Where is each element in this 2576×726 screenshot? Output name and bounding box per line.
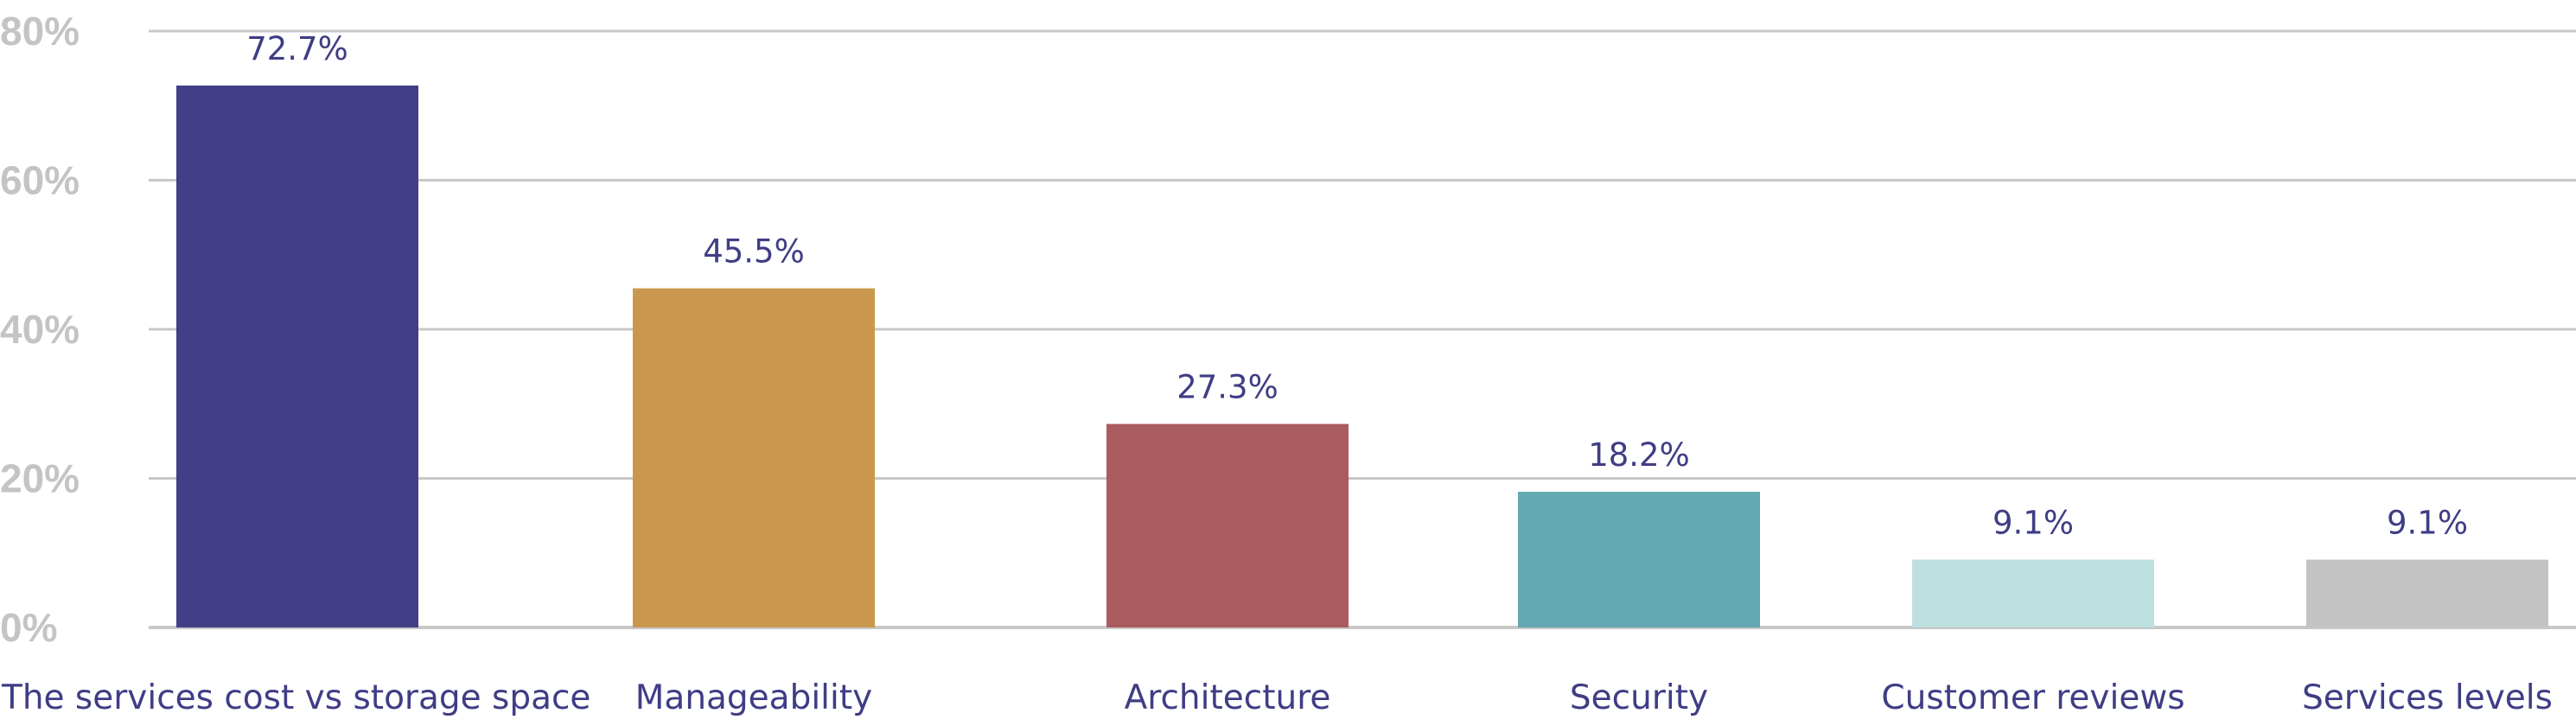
- bar-value-label: 9.1%: [2387, 505, 2468, 542]
- x-tick-label: Services levels: [2302, 678, 2553, 717]
- bar-value-label: 9.1%: [1993, 505, 2074, 542]
- y-tick-label: 20%: [0, 456, 80, 501]
- bar: [633, 288, 875, 627]
- y-tick-label: 0%: [0, 605, 57, 650]
- bar-value-label: 27.3%: [1176, 369, 1278, 406]
- y-tick-label: 40%: [0, 307, 80, 352]
- y-tick-label: 60%: [0, 158, 80, 203]
- data-labels: 72.7% 45.5% 27.3% 18.2% 9.1% 9.1%: [246, 30, 2468, 542]
- bar: [176, 85, 418, 627]
- y-tick-label: 80%: [0, 9, 80, 54]
- bar: [1912, 559, 2154, 627]
- x-tick-label: Customer reviews: [1881, 678, 2184, 717]
- x-tick-label: Architecture: [1125, 678, 1331, 717]
- bar: [2306, 559, 2548, 627]
- x-tick-label: The services cost vs storage space: [1, 678, 590, 717]
- bar-value-label: 18.2%: [1588, 436, 1690, 474]
- bar: [1106, 424, 1349, 627]
- x-tick-label: Manageability: [635, 678, 872, 717]
- bar: [1518, 492, 1760, 627]
- y-axis-ticks: 0% 20% 40% 60% 80%: [0, 9, 80, 650]
- gridlines: [149, 29, 2576, 629]
- bar-value-label: 72.7%: [246, 30, 348, 67]
- bar-value-label: 45.5%: [703, 233, 805, 271]
- x-axis-ticks: The services cost vs storage space Manage…: [1, 678, 2553, 717]
- bars: [176, 85, 2548, 627]
- x-tick-label: Security: [1570, 678, 1708, 717]
